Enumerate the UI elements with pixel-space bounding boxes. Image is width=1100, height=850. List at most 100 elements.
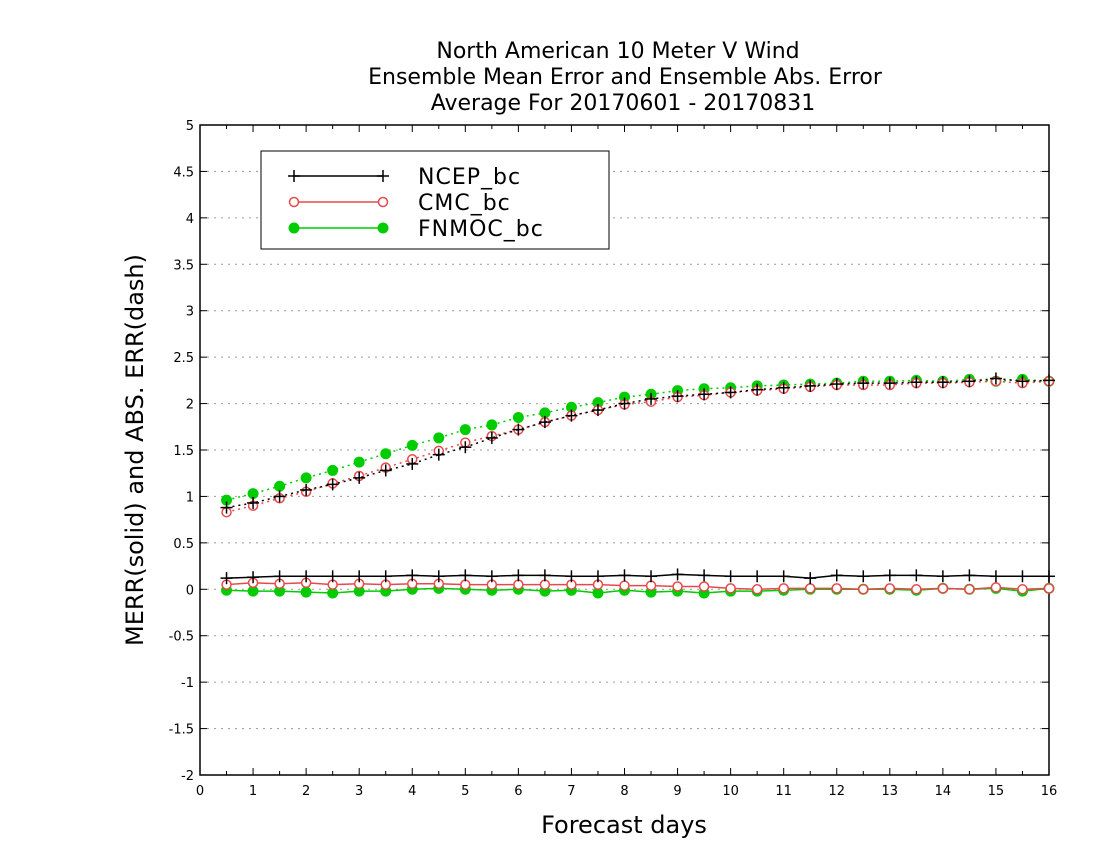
abs-error-point	[538, 416, 551, 429]
abs-error-line	[226, 380, 1050, 513]
abs-error-point	[247, 496, 260, 509]
mean-error-point	[936, 570, 949, 583]
abs-error-point	[1043, 374, 1055, 387]
mean-error-point	[1043, 570, 1055, 583]
legend-label: FNMOC_bc	[418, 217, 544, 242]
abs-error-point	[671, 390, 684, 403]
x-tick-label: 8	[620, 784, 628, 799]
x-tick-label: 3	[355, 784, 363, 799]
y-tick-label: -1	[181, 676, 194, 691]
mean-error-point	[724, 570, 737, 583]
mean-error-point	[751, 570, 764, 583]
legend-marker-right	[377, 170, 389, 182]
mean-error-point	[459, 569, 472, 582]
y-tick-label: 4	[186, 212, 194, 227]
series-lines	[220, 372, 1055, 599]
abs-error-point	[777, 381, 790, 394]
x-tick-label: 16	[1041, 784, 1058, 799]
mean-error-point	[671, 568, 684, 581]
x-tick-label: 7	[567, 784, 575, 799]
y-tick-label: 5	[186, 119, 194, 134]
mean-error-point	[353, 570, 366, 583]
y-tick-label: 0	[186, 583, 194, 598]
mean-error-point	[1017, 584, 1028, 595]
mean-error-point	[698, 581, 710, 592]
mean-error-point	[406, 569, 419, 582]
abs-error-point	[485, 431, 498, 444]
abs-error-point	[989, 372, 1002, 385]
abs-error-point	[591, 404, 604, 417]
abs-error-point	[327, 464, 339, 476]
abs-error-point	[936, 376, 949, 389]
x-tick-label: 1	[249, 784, 257, 799]
x-tick-label: 12	[828, 784, 845, 799]
y-tick-label: 3.5	[173, 258, 194, 273]
mean-error-point	[857, 570, 870, 583]
legend-item-CMC_bc: CMC_bc	[288, 191, 510, 216]
mean-error-point	[778, 583, 789, 594]
mean-error-point	[220, 572, 233, 585]
mean-error-point	[883, 569, 896, 582]
mean-error-point	[512, 569, 525, 582]
axis-ticks	[199, 124, 1050, 776]
chart-title-line-1: North American 10 Meter V Wind	[436, 39, 799, 64]
y-tick-label: -0.5	[169, 630, 194, 645]
abs-error-point	[300, 472, 312, 484]
mean-error-point	[539, 579, 551, 590]
abs-error-point	[433, 432, 445, 444]
legend-marker-right	[377, 196, 389, 208]
mean-error-point	[804, 583, 816, 594]
series-NCEP_bc	[220, 372, 1055, 585]
y-tick-label: 4.5	[173, 165, 194, 180]
mean-error-point	[1043, 583, 1055, 594]
mean-error-point	[460, 579, 471, 590]
legend-item-NCEP_bc: NCEP_bc	[288, 165, 521, 190]
abs-error-point	[459, 441, 472, 454]
abs-error-point	[273, 490, 286, 503]
mean-error-point	[247, 571, 260, 584]
y-axis-tick-labels: -2 -1.5 -1 -0.5 0 0.5 1 1.5 2 2.5 3 3.5 4 4.5 5	[169, 119, 194, 784]
abs-error-point	[380, 448, 392, 460]
abs-error-point	[353, 456, 365, 468]
mean-error-point	[804, 572, 817, 585]
x-tick-label: 0	[196, 784, 204, 799]
series-CMC_bc	[221, 376, 1055, 595]
mean-error-point	[831, 583, 842, 594]
mean-error-point	[725, 583, 736, 594]
mean-error-point	[619, 580, 630, 591]
abs-error-point	[512, 412, 524, 423]
mean-error-point	[538, 569, 551, 582]
mean-error-point	[432, 570, 445, 583]
abs-error-point	[432, 448, 445, 461]
mean-error-point	[565, 570, 578, 583]
series-FNMOC_bc	[221, 373, 1055, 599]
x-tick-label: 2	[302, 784, 310, 799]
mean-error-point	[830, 569, 843, 582]
y-tick-label: 0.5	[173, 537, 194, 552]
mean-error-point	[591, 570, 604, 583]
abs-error-point	[751, 383, 764, 396]
abs-error-point	[910, 376, 923, 389]
mean-error-point	[645, 580, 657, 591]
abs-error-point	[645, 392, 658, 405]
chart-title-line-2: Ensemble Mean Error and Ensemble Abs. Er…	[368, 65, 883, 90]
chart-title-line-3: Average For 20170601 - 20170831	[431, 91, 816, 116]
y-tick-label: 1	[186, 490, 194, 505]
legend-label: NCEP_bc	[418, 165, 521, 190]
legend-marker-right	[377, 222, 389, 234]
abs-error-line	[226, 377, 1050, 509]
abs-error-point	[274, 480, 286, 492]
x-tick-label: 11	[775, 784, 792, 799]
y-axis-label: MERR(solid) and ABS. ERR(dash)	[121, 254, 149, 646]
mean-error-point	[1016, 570, 1029, 583]
mean-error-point	[672, 581, 683, 592]
abs-error-point	[1016, 375, 1029, 388]
mean-error-point	[858, 584, 869, 595]
legend-marker-left	[288, 170, 300, 182]
mean-error-point	[911, 584, 922, 595]
abs-error-point	[353, 471, 366, 484]
abs-error-point	[565, 409, 578, 422]
abs-error-point	[220, 501, 233, 514]
